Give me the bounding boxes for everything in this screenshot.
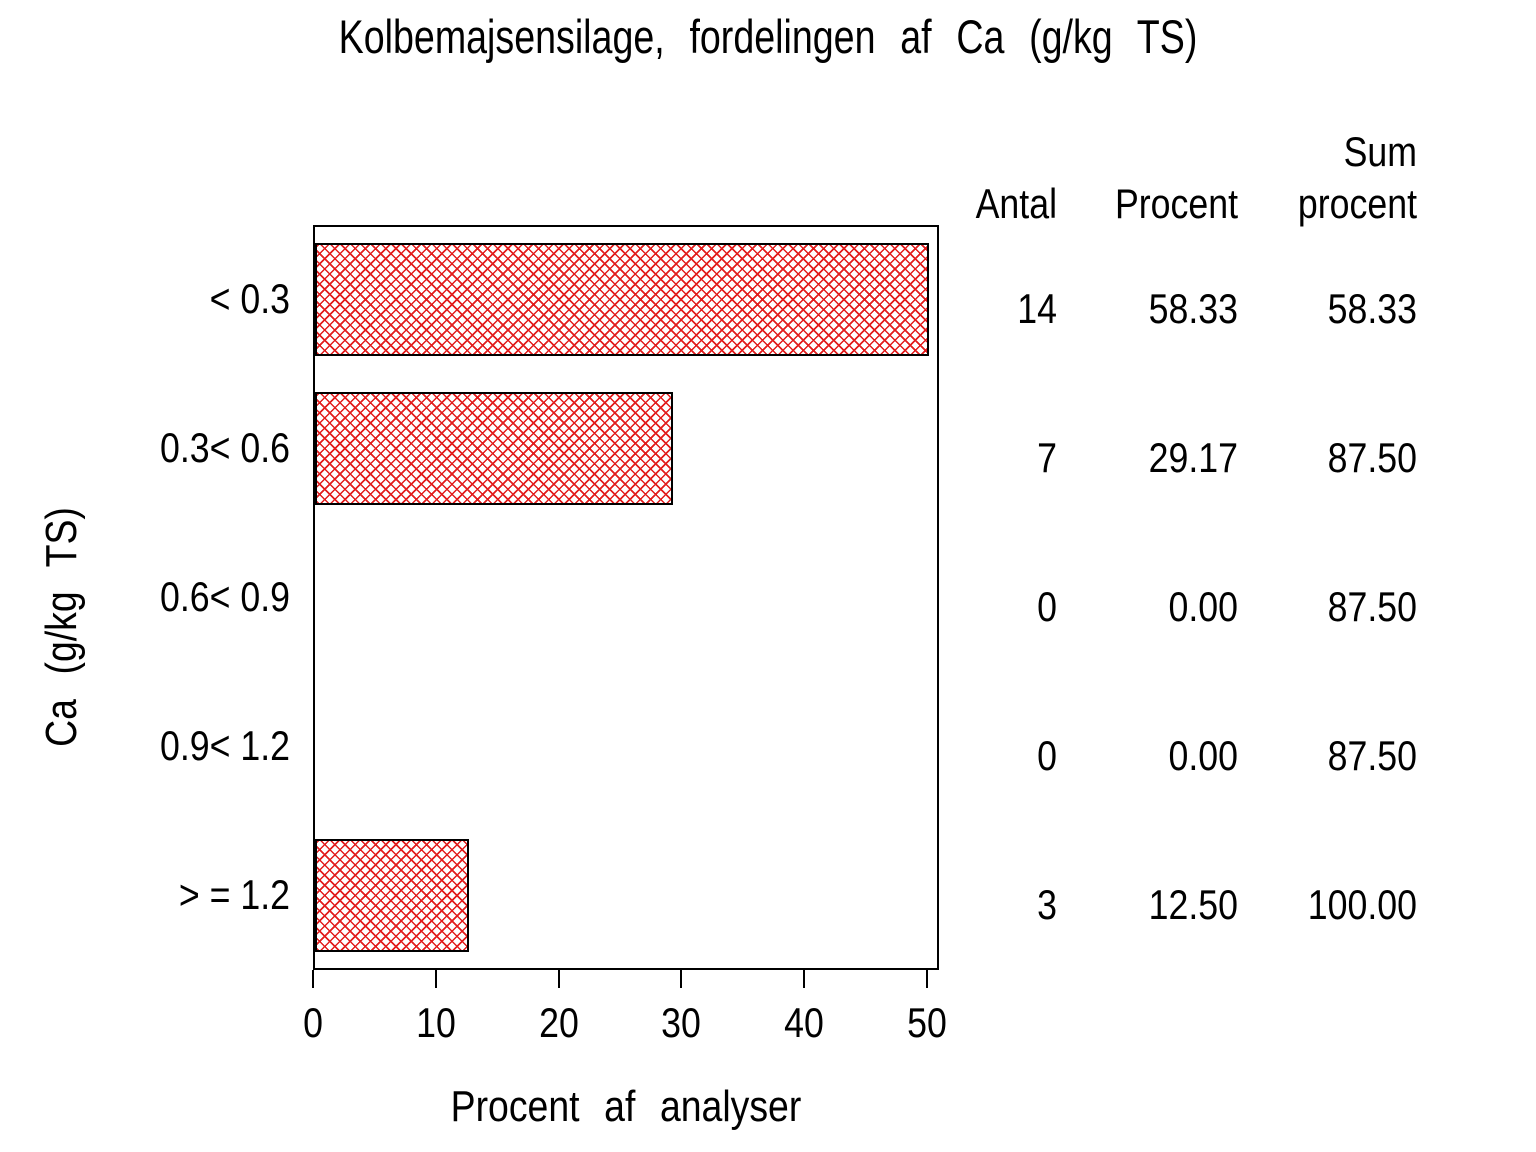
table-cell-sum: 87.50 xyxy=(1327,434,1417,481)
y-axis-title: Ca (g/kg TS) xyxy=(37,507,86,747)
table-header-procent: Procent xyxy=(1114,180,1238,227)
category-label: 0.3< 0.6 xyxy=(159,424,290,471)
table-header-antal: Antal xyxy=(975,180,1057,227)
table-cell-sum: 87.50 xyxy=(1327,732,1417,779)
table-cell-sum: 87.50 xyxy=(1327,583,1417,630)
table-cell-antal: 3 xyxy=(1037,881,1057,928)
bars-area xyxy=(315,227,929,968)
x-tick-label: 30 xyxy=(661,999,701,1046)
bar-lt-0.3 xyxy=(315,243,929,356)
table-cell-procent: 58.33 xyxy=(1148,285,1238,332)
table-cell-sum: 58.33 xyxy=(1327,285,1417,332)
table-cell-antal: 0 xyxy=(1037,583,1057,630)
table-cell-antal: 7 xyxy=(1037,434,1057,481)
x-tick xyxy=(312,970,314,988)
table-header-sum-line2: procent xyxy=(1297,180,1417,227)
table-cell-procent: 0.00 xyxy=(1168,732,1238,779)
table-cell-procent: 12.50 xyxy=(1148,881,1238,928)
category-label: 0.6< 0.9 xyxy=(159,573,290,620)
x-tick-label: 0 xyxy=(303,999,323,1046)
x-axis-title: Procent af analyser xyxy=(450,1082,802,1131)
table-cell-antal: 14 xyxy=(1017,285,1057,332)
x-tick-label: 40 xyxy=(784,999,824,1046)
table-cell-sum: 100.00 xyxy=(1307,881,1417,928)
x-tick xyxy=(803,970,805,988)
table-header-sum-line1: Sum xyxy=(1343,128,1417,175)
x-tick-label: 10 xyxy=(416,999,456,1046)
bar-gte-1.2 xyxy=(315,839,469,952)
table-cell-procent: 29.17 xyxy=(1148,434,1238,481)
table-cell-procent: 0.00 xyxy=(1168,583,1238,630)
table-cell-antal: 0 xyxy=(1037,732,1057,779)
x-tick xyxy=(926,970,928,988)
x-tick-label: 20 xyxy=(539,999,579,1046)
bar-0.3-0.6 xyxy=(315,392,674,505)
x-tick xyxy=(558,970,560,988)
x-tick-label: 50 xyxy=(907,999,947,1046)
category-label: < 0.3 xyxy=(209,275,290,322)
x-tick xyxy=(435,970,437,988)
category-label: 0.9< 1.2 xyxy=(159,722,290,769)
chart-title: Kolbemajsensilage, fordelingen af Ca (g/… xyxy=(338,10,1198,63)
category-label: > = 1.2 xyxy=(178,871,290,918)
plot-frame xyxy=(313,225,939,970)
x-tick xyxy=(680,970,682,988)
